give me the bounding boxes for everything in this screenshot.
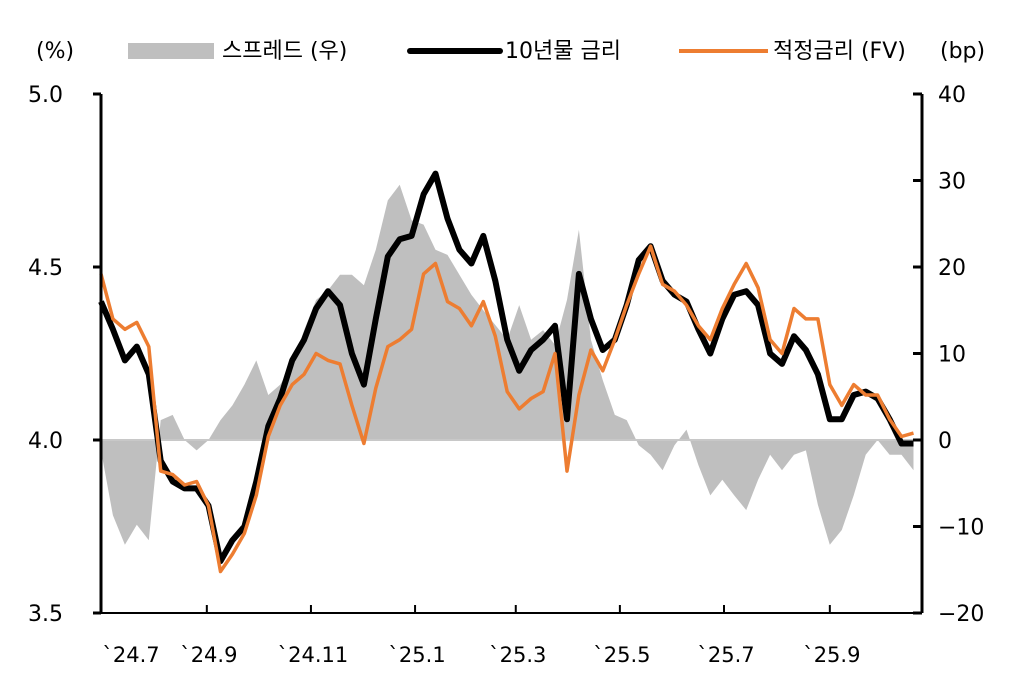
plot-area (98, 170, 922, 574)
left-tick-label: 5.0 (28, 83, 63, 108)
right-tick-label: −10 (938, 516, 984, 541)
spread-area (101, 184, 914, 545)
legend-label-spread: 스프레드 (우) (222, 39, 347, 64)
x-tick-label: `24.9 (180, 643, 237, 667)
right-tick-label: −20 (938, 602, 984, 627)
x-tick-label: `24.11 (278, 643, 349, 667)
legend-swatch-spread (128, 43, 214, 59)
right-axis-label: (bp) (940, 39, 985, 64)
left-tick-label: 4.0 (28, 429, 63, 454)
x-tick-label: `25.5 (593, 643, 650, 667)
right-tick-label: 10 (938, 343, 966, 368)
x-tick-label: `25.7 (697, 643, 754, 667)
x-tick-label: `25.1 (388, 643, 445, 667)
x-tick-label: `25.3 (489, 643, 546, 667)
right-tick-label: 0 (938, 429, 952, 454)
legend: (%) 스프레드 (우) 10년물 금리 적정금리 (FV) (bp) (36, 39, 985, 64)
right-tick-label: 30 (938, 170, 966, 195)
fair-value-line (99, 244, 914, 574)
10y-rate-line (98, 170, 914, 565)
legend-label-10y: 10년물 금리 (505, 39, 621, 64)
x-tick-label: `24.7 (102, 643, 159, 667)
left-axis-label: (%) (36, 39, 74, 64)
left-tick-label: 3.5 (28, 602, 63, 627)
left-tick-label: 4.5 (28, 256, 63, 281)
axes: 5.0 4.5 4.0 3.5 40 30 20 10 0 −10 −20 `24.7 `24.9 `24… (28, 83, 984, 667)
right-tick-label: 40 (938, 83, 966, 108)
legend-label-fv: 적정금리 (FV) (773, 39, 906, 64)
right-tick-label: 20 (938, 256, 966, 281)
x-tick-label: `25.9 (803, 643, 860, 667)
